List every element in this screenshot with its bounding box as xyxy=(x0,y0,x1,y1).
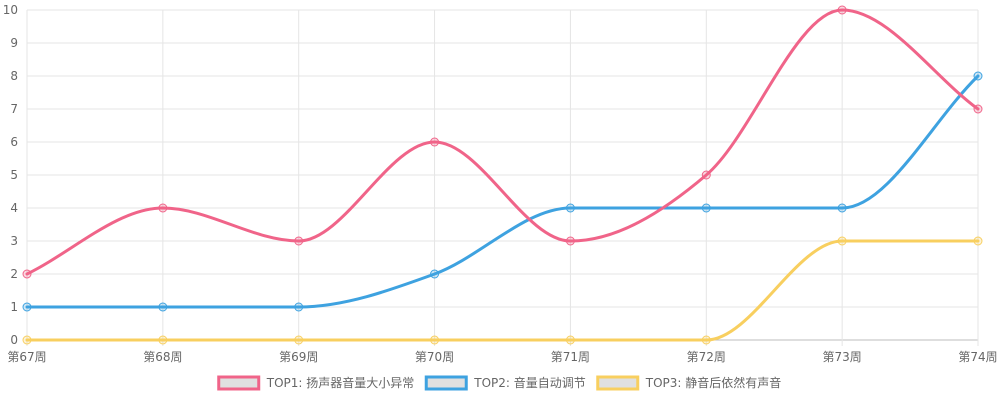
legend-swatch xyxy=(217,375,261,391)
data-point[interactable] xyxy=(973,104,983,114)
y-tick-label: 0 xyxy=(10,333,18,347)
legend-item-top3[interactable]: TOP3: 静音后依然有声音 xyxy=(596,375,782,391)
data-point[interactable] xyxy=(701,170,711,180)
x-tick-label: 第70周 xyxy=(415,350,454,364)
series-layer xyxy=(22,5,983,345)
x-tick-label: 第71周 xyxy=(551,350,590,364)
data-point[interactable] xyxy=(294,236,304,246)
data-point[interactable] xyxy=(565,203,575,213)
data-point[interactable] xyxy=(565,236,575,246)
legend-label: TOP1: 扬声器音量大小异常 xyxy=(266,375,415,390)
data-point[interactable] xyxy=(294,302,304,312)
series-3 xyxy=(22,236,983,345)
series-line xyxy=(25,74,980,309)
data-point[interactable] xyxy=(973,236,983,246)
series-1 xyxy=(22,5,983,279)
data-point[interactable] xyxy=(565,335,575,345)
data-point[interactable] xyxy=(158,302,168,312)
data-point[interactable] xyxy=(158,335,168,345)
data-point[interactable] xyxy=(158,203,168,213)
series-line xyxy=(25,8,980,276)
data-point[interactable] xyxy=(22,302,32,312)
series-line xyxy=(25,239,980,342)
legend-label: TOP3: 静音后依然有声音 xyxy=(645,375,782,390)
x-tick-label: 第72周 xyxy=(687,350,726,364)
y-tick-label: 3 xyxy=(10,234,18,248)
axis-layer: 0 1 2 3 4 5 6 7 8 9 10 第67周 第68周 第69周 第70周 第71周 第72周 第73周… xyxy=(3,3,998,364)
data-point[interactable] xyxy=(22,335,32,345)
data-point[interactable] xyxy=(837,236,847,246)
data-point[interactable] xyxy=(294,335,304,345)
data-point[interactable] xyxy=(430,269,440,279)
x-tick-label: 第73周 xyxy=(823,350,862,364)
y-tick-label: 8 xyxy=(10,69,18,83)
legend-swatch xyxy=(424,375,468,391)
data-point[interactable] xyxy=(701,335,711,345)
data-point[interactable] xyxy=(837,203,847,213)
legend-item-top2[interactable]: TOP2: 音量自动调节 xyxy=(424,375,586,391)
legend-label: TOP2: 音量自动调节 xyxy=(473,375,586,390)
y-tick-label: 10 xyxy=(3,3,18,17)
x-tick-label: 第69周 xyxy=(279,350,318,364)
data-point[interactable] xyxy=(430,335,440,345)
y-tick-label: 7 xyxy=(10,102,18,116)
y-tick-label: 9 xyxy=(10,36,18,50)
y-tick-label: 2 xyxy=(10,267,18,281)
data-point[interactable] xyxy=(22,269,32,279)
series-2 xyxy=(22,71,983,312)
y-tick-label: 5 xyxy=(10,168,18,182)
legend[interactable]: TOP1: 扬声器音量大小异常 TOP2: 音量自动调节 TOP3: 静音后依然有声… xyxy=(217,375,782,391)
data-point[interactable] xyxy=(430,137,440,147)
data-point[interactable] xyxy=(701,203,711,213)
x-tick-label: 第67周 xyxy=(7,350,46,364)
legend-swatch xyxy=(596,375,640,391)
y-tick-label: 4 xyxy=(10,201,18,215)
x-tick-label: 第74周 xyxy=(958,350,997,364)
grid-layer xyxy=(26,9,979,346)
legend-item-top1[interactable]: TOP1: 扬声器音量大小异常 xyxy=(217,375,415,391)
y-tick-label: 6 xyxy=(10,135,18,149)
y-tick-label: 1 xyxy=(10,300,18,314)
x-tick-label: 第68周 xyxy=(143,350,182,364)
data-point[interactable] xyxy=(837,5,847,15)
data-point[interactable] xyxy=(973,71,983,81)
